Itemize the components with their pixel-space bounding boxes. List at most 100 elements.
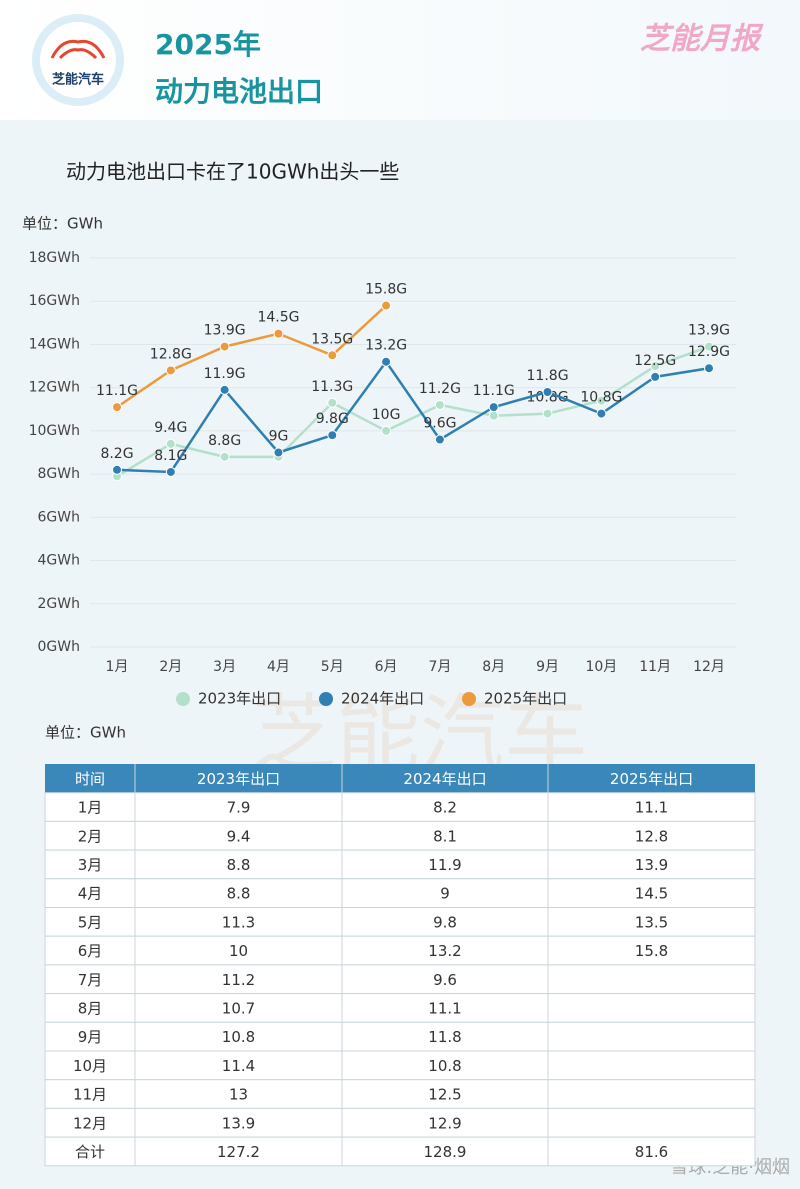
table-row-bg [44, 1050, 756, 1081]
table-cell: 9.6 [433, 971, 457, 989]
x-tick-label: 7月 [428, 659, 451, 675]
data-point [273, 328, 284, 339]
table-cell: 4月 [78, 885, 103, 903]
data-point [273, 447, 284, 458]
y-tick-label: 14GWh [29, 336, 80, 352]
data-point [596, 395, 607, 406]
table-cell: 13.2 [428, 942, 461, 960]
table-row-bg [44, 792, 756, 822]
table-cell: 10月 [73, 1057, 107, 1075]
data-point [488, 410, 499, 421]
legend-label: 2023年出口 [198, 690, 281, 708]
data-label: 11.9G [204, 366, 246, 382]
data-label: 8.1G [154, 448, 187, 464]
y-tick-label: 12GWh [29, 380, 80, 396]
table-unit-label: 单位：GWh [45, 724, 126, 742]
table-cell: 13 [229, 1086, 248, 1104]
data-point [327, 350, 338, 361]
table-cell: 11.1 [428, 999, 461, 1017]
y-tick-label: 16GWh [29, 293, 80, 309]
y-tick-label: 18GWh [29, 250, 80, 266]
data-point [219, 341, 230, 352]
table-row-bg [44, 993, 756, 1023]
logo-text: 芝能汽车 [52, 72, 104, 88]
table-row-bg [44, 1079, 756, 1109]
x-tick-label: 6月 [375, 659, 398, 675]
table-cell: 128.9 [424, 1143, 467, 1161]
legend-label: 2024年出口 [341, 690, 424, 708]
x-tick-label: 5月 [321, 659, 344, 675]
series-line [116, 359, 710, 474]
x-tick-label: 3月 [213, 659, 236, 675]
table-cell: 13.5 [635, 913, 668, 931]
data-label: 11.3G [311, 379, 353, 395]
data-label: 13.5G [311, 331, 353, 347]
table-cell: 9 [440, 885, 450, 903]
data-label: 9G [269, 429, 289, 445]
logo-icon [50, 39, 106, 60]
data-point [165, 438, 176, 449]
x-tick-label: 2月 [159, 659, 182, 675]
data-label: 15.8G [365, 282, 407, 298]
series-line [116, 304, 387, 409]
header-subtitle: 动力电池出口 [155, 75, 323, 108]
data-label: 10.8G [527, 390, 569, 406]
data-point [219, 384, 230, 395]
table-cell: 1月 [78, 799, 103, 817]
table-cell: 11.9 [428, 856, 461, 874]
table-cell: 11.2 [222, 971, 255, 989]
data-point [488, 402, 499, 413]
table-header-cell: 2023年出口 [197, 770, 280, 788]
data-label: 13.9G [688, 323, 730, 339]
data-point [327, 430, 338, 441]
brand: 芝能月报 [640, 22, 764, 57]
data-label: 12.9G [688, 344, 730, 360]
data-label: 10.8G [580, 390, 622, 406]
table-cell: 10.7 [222, 999, 255, 1017]
x-tick-label: 4月 [267, 659, 290, 675]
table-cell: 9月 [78, 1028, 103, 1046]
legend-label: 2025年出口 [484, 690, 567, 708]
table-cell: 14.5 [635, 885, 668, 903]
table-cell: 9.4 [227, 827, 251, 845]
data-point [112, 464, 122, 475]
data-point [542, 408, 553, 419]
table-cell: 5月 [78, 913, 103, 931]
data-point [381, 425, 392, 436]
header-bg [0, 0, 800, 120]
unit-label: 单位：GWh [22, 215, 103, 233]
table-cell: 7.9 [227, 799, 251, 817]
legend-swatch [319, 692, 333, 706]
table-cell: 11.4 [222, 1057, 255, 1075]
table-cell: 10 [229, 942, 248, 960]
table-cell: 2月 [78, 827, 103, 845]
data-label: 11.1G [473, 383, 515, 399]
table-cell: 12月 [73, 1114, 107, 1132]
table-header-bg [45, 764, 755, 793]
x-tick-label: 1月 [106, 659, 129, 675]
data-label: 8.2G [100, 446, 133, 462]
data-label: 9.4G [154, 420, 187, 436]
table-row-bg [44, 964, 756, 995]
table-header-cell: 2025年出口 [610, 770, 693, 788]
table-cell: 7月 [78, 971, 103, 989]
y-tick-label: 2GWh [38, 596, 80, 612]
data-point [219, 451, 230, 462]
table-cell: 10.8 [428, 1057, 461, 1075]
data-point [434, 399, 445, 410]
legend-swatch [176, 692, 190, 706]
data-point [327, 397, 338, 408]
y-tick-label: 6GWh [38, 509, 80, 525]
x-tick-label: 9月 [536, 659, 559, 675]
table-cell: 8月 [78, 999, 103, 1017]
table-header-cell: 2024年出口 [403, 770, 486, 788]
table-cell: 9.8 [433, 913, 457, 931]
data-point [381, 356, 392, 367]
logo-disc [40, 22, 116, 98]
table-cell: 8.1 [433, 827, 457, 845]
table-cell: 15.8 [635, 942, 668, 960]
y-tick-label: 10GWh [29, 423, 80, 439]
data-point [650, 371, 661, 382]
data-label: 12.8G [150, 346, 192, 362]
table-row-bg [44, 1021, 756, 1052]
